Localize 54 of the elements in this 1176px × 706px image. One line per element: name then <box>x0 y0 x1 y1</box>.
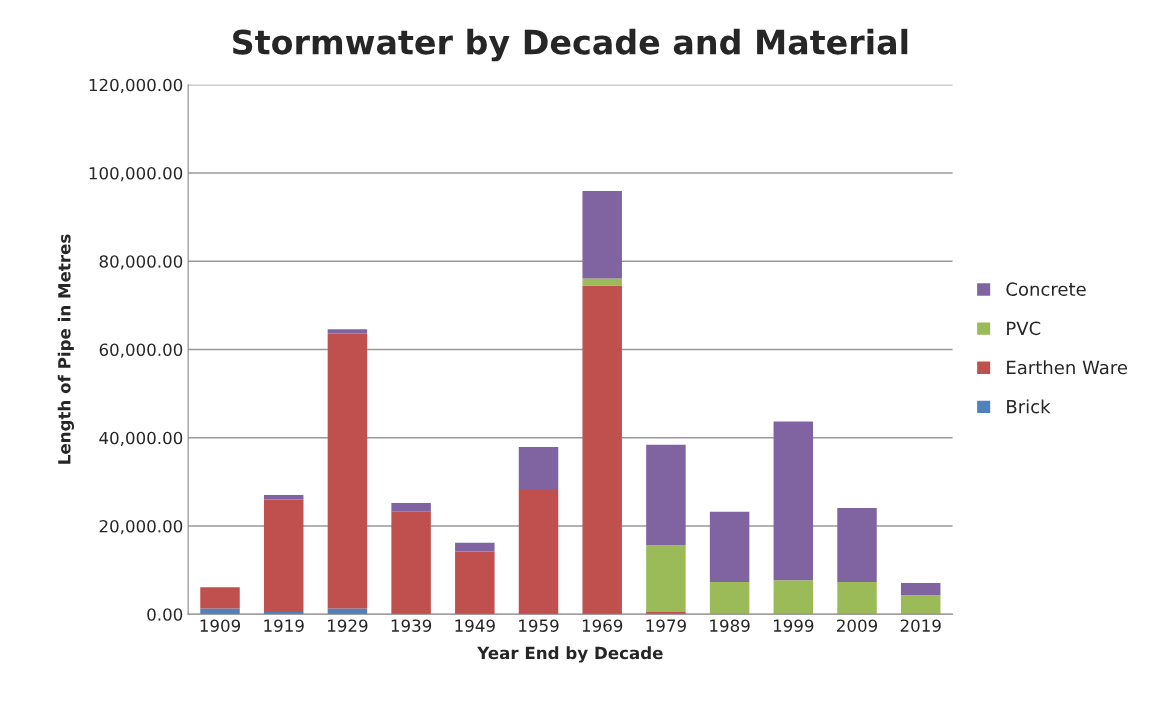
bar <box>391 503 431 512</box>
legend-label: Earthen Ware <box>1007 360 1127 375</box>
bar <box>646 444 686 545</box>
bar <box>327 333 368 609</box>
bar <box>773 580 814 615</box>
y-tick-label: 80,000.00 <box>99 255 183 270</box>
x-tick-label: 1969 <box>582 619 623 632</box>
bar <box>200 608 240 615</box>
y-tick-label: 0.00 <box>147 608 183 621</box>
bar <box>263 612 304 615</box>
y-tick-label: 120,000.00 <box>89 78 183 93</box>
bar <box>709 582 750 615</box>
x-tick-label: 2009 <box>837 619 878 632</box>
legend-label: Brick <box>1007 399 1051 414</box>
bar <box>709 511 750 583</box>
x-tick-label: 1909 <box>200 619 241 632</box>
bar <box>582 278 622 286</box>
bar <box>773 421 814 581</box>
x-tick-label: 1949 <box>455 619 495 632</box>
y-tick-label: 60,000.00 <box>99 343 183 358</box>
bar <box>263 499 304 613</box>
bar <box>646 612 686 615</box>
bar <box>391 511 431 615</box>
bar <box>582 191 622 279</box>
bar <box>455 551 495 615</box>
bar <box>900 582 941 596</box>
legend-label: PVC <box>1007 321 1041 336</box>
bar <box>200 587 240 609</box>
bar <box>263 495 304 500</box>
bar <box>837 582 877 615</box>
x-tick-label: 1959 <box>519 619 559 632</box>
x-tick-label: 1939 <box>391 619 432 632</box>
x-tick-label: 1979 <box>646 619 686 632</box>
y-axis-title: Length of Pipe in Metres <box>57 234 74 464</box>
x-tick-label: 1919 <box>264 619 304 632</box>
x-tick-label: 1989 <box>710 619 750 632</box>
y-tick-label: 20,000.00 <box>99 519 183 535</box>
y-tick-label: 100,000.00 <box>89 166 183 182</box>
bar <box>582 285 622 615</box>
x-tick-label: 2019 <box>900 619 941 632</box>
y-tick-label: 40,000.00 <box>99 431 183 446</box>
bar <box>900 595 941 615</box>
x-tick-label: 1929 <box>328 619 368 632</box>
bar <box>455 542 495 552</box>
x-tick-label: 1999 <box>773 619 814 632</box>
bar <box>327 608 368 615</box>
chart-title: Stormwater by Decade and Material <box>233 28 908 62</box>
bar <box>518 488 559 615</box>
x-axis-title: Year End by Decade <box>477 646 663 663</box>
bar <box>646 544 686 613</box>
bar <box>837 507 877 583</box>
bar <box>327 329 368 334</box>
bar <box>518 446 559 489</box>
legend-label: Concrete <box>1006 282 1086 296</box>
